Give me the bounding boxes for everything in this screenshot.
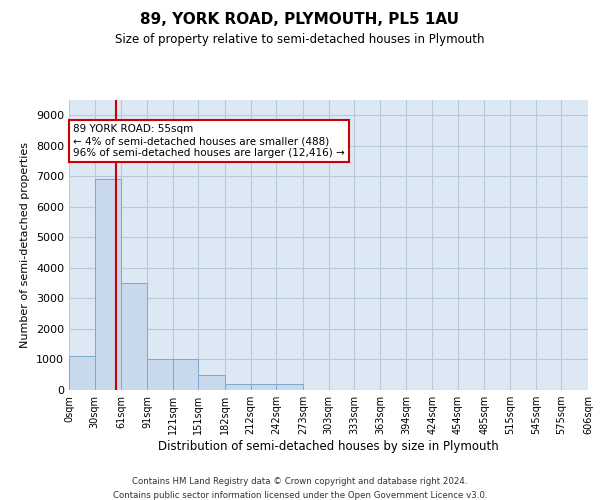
Bar xyxy=(225,384,251,390)
Text: Contains HM Land Registry data © Crown copyright and database right 2024.: Contains HM Land Registry data © Crown c… xyxy=(132,478,468,486)
Bar xyxy=(173,360,199,390)
Bar xyxy=(121,283,147,390)
Y-axis label: Number of semi-detached properties: Number of semi-detached properties xyxy=(20,142,31,348)
Bar xyxy=(276,384,303,390)
Bar xyxy=(147,360,173,390)
Text: 89, YORK ROAD, PLYMOUTH, PL5 1AU: 89, YORK ROAD, PLYMOUTH, PL5 1AU xyxy=(140,12,460,28)
Text: Contains public sector information licensed under the Open Government Licence v3: Contains public sector information licen… xyxy=(113,491,487,500)
X-axis label: Distribution of semi-detached houses by size in Plymouth: Distribution of semi-detached houses by … xyxy=(158,440,499,453)
Text: Size of property relative to semi-detached houses in Plymouth: Size of property relative to semi-detach… xyxy=(115,32,485,46)
Bar xyxy=(69,356,95,390)
Bar xyxy=(95,180,121,390)
Bar xyxy=(251,384,276,390)
Bar xyxy=(199,374,225,390)
Text: 89 YORK ROAD: 55sqm
← 4% of semi-detached houses are smaller (488)
96% of semi-d: 89 YORK ROAD: 55sqm ← 4% of semi-detache… xyxy=(73,124,345,158)
